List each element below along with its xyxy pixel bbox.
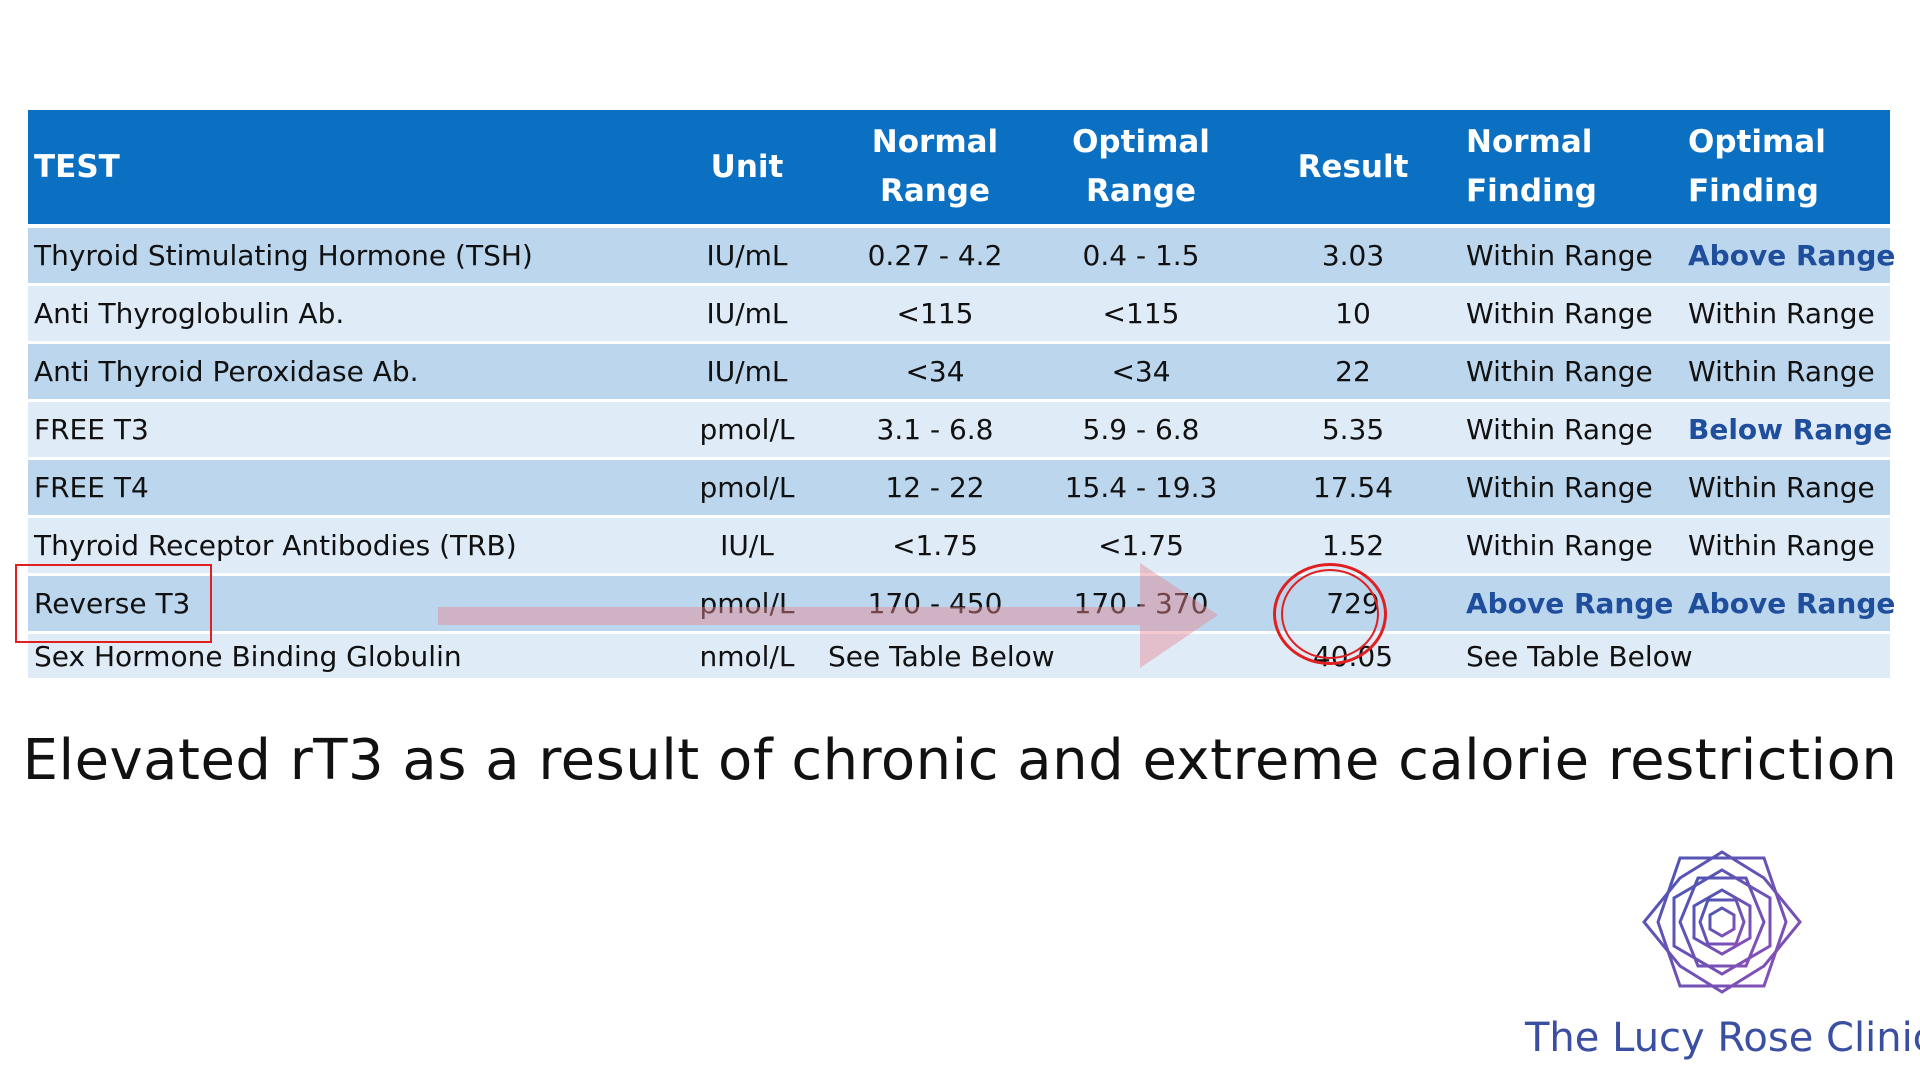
cell-normal-finding: Within Range: [1466, 284, 1688, 344]
cell-unit: nmol/L: [666, 632, 828, 678]
cell-result: 17.54: [1240, 458, 1466, 518]
cell-optimal-finding: Within Range: [1688, 284, 1890, 344]
cell-normal-finding: Within Range: [1466, 458, 1688, 518]
table-row-reverse-t3: Reverse T3 pmol/L 170 - 450 170 - 370 72…: [28, 574, 1895, 634]
cell-optimal-finding: [1688, 632, 1890, 678]
cell-optimal-range: <1.75: [1042, 516, 1240, 576]
cell-optimal-finding: Within Range: [1688, 458, 1890, 518]
cell-test: Anti Thyroglobulin Ab.: [28, 284, 666, 344]
cell-optimal-finding: Within Range: [1688, 342, 1890, 402]
cell-normal-range: 12 - 22: [828, 458, 1042, 518]
header-result: Result: [1240, 110, 1466, 228]
cell-normal-finding: Within Range: [1466, 226, 1688, 286]
cell-unit: IU/mL: [666, 226, 828, 286]
cell-normal-range: See Table Below: [828, 632, 1055, 678]
cell-test: Reverse T3: [28, 574, 666, 634]
table-row: Sex Hormone Binding Globulin nmol/L See …: [28, 632, 1890, 678]
cell-optimal-range: <34: [1042, 342, 1240, 402]
table-row: Anti Thyroglobulin Ab. IU/mL <115 <115 1…: [28, 284, 1890, 344]
right-arrow-icon: [438, 563, 1218, 668]
cell-unit: IU/mL: [666, 284, 828, 344]
geometric-rose-logo-icon: [1642, 850, 1802, 994]
cell-unit: pmol/L: [666, 400, 828, 460]
cell-normal-range: 3.1 - 6.8: [828, 400, 1042, 460]
cell-test: Thyroid Stimulating Hormone (TSH): [28, 226, 666, 286]
cell-normal-range: <1.75: [828, 516, 1042, 576]
header-normal-range: Normal Range: [828, 110, 1042, 228]
table-header: TEST Unit Normal Range Optimal Range Resul…: [28, 110, 1890, 228]
slide-caption: Elevated rT3 as a result of chronic and …: [22, 728, 1898, 793]
table-row: Anti Thyroid Peroxidase Ab. IU/mL <34 <3…: [28, 342, 1890, 402]
cell-unit: IU/L: [666, 516, 828, 576]
header-optimal-finding: Optimal Finding: [1688, 110, 1890, 228]
cell-unit: pmol/L: [666, 458, 828, 518]
cell-normal-finding: Within Range: [1466, 400, 1688, 460]
cell-normal-finding: Within Range: [1466, 516, 1688, 576]
header-unit: Unit: [666, 110, 828, 228]
result-circle-highlight-inner: [1281, 569, 1379, 659]
cell-test: Sex Hormone Binding Globulin: [28, 632, 666, 678]
cell-optimal-finding: Above Range: [1688, 226, 1895, 286]
cell-optimal-range: 15.4 - 19.3: [1042, 458, 1240, 518]
cell-result: 3.03: [1240, 226, 1466, 286]
cell-normal-finding: Within Range: [1466, 342, 1688, 402]
cell-test: FREE T4: [28, 458, 666, 518]
cell-normal-range: <115: [828, 284, 1042, 344]
cell-result: 10: [1240, 284, 1466, 344]
cell-optimal-finding: Above Range: [1688, 574, 1895, 634]
cell-unit: IU/mL: [666, 342, 828, 402]
cell-optimal-range: 0.4 - 1.5: [1042, 226, 1240, 286]
cell-normal-range: 170 - 450: [828, 574, 1042, 634]
table-row: FREE T3 pmol/L 3.1 - 6.8 5.9 - 6.8 5.35 …: [28, 400, 1892, 460]
cell-optimal-range: [1042, 632, 1240, 678]
cell-optimal-range: 170 - 370: [1042, 574, 1240, 634]
cell-normal-finding: Above Range: [1466, 574, 1688, 634]
cell-result: 5.35: [1240, 400, 1466, 460]
cell-optimal-finding: Below Range: [1688, 400, 1892, 460]
cell-optimal-range: 5.9 - 6.8: [1042, 400, 1240, 460]
clinic-name: The Lucy Rose Clinic: [1525, 1015, 1920, 1061]
table-row: Thyroid Stimulating Hormone (TSH) IU/mL …: [28, 226, 1895, 286]
header-optimal-range: Optimal Range: [1042, 110, 1240, 228]
cell-optimal-finding: Within Range: [1688, 516, 1890, 576]
result-circle-highlight: [1273, 563, 1387, 665]
cell-normal-range: <34: [828, 342, 1042, 402]
table-row: FREE T4 pmol/L 12 - 22 15.4 - 19.3 17.54…: [28, 458, 1890, 518]
cell-unit: pmol/L: [666, 574, 828, 634]
reverse-t3-highlight-box: [15, 564, 212, 643]
thyroid-results-table: TEST Unit Normal Range Optimal Range Resul…: [28, 110, 1895, 678]
cell-result: 1.52: [1240, 516, 1466, 576]
cell-test: Anti Thyroid Peroxidase Ab.: [28, 342, 666, 402]
header-normal-finding: Normal Finding: [1466, 110, 1688, 228]
header-test: TEST: [28, 110, 666, 228]
cell-optimal-range: <115: [1042, 284, 1240, 344]
cell-normal-range: 0.27 - 4.2: [828, 226, 1042, 286]
cell-result: 22: [1240, 342, 1466, 402]
cell-normal-finding: See Table Below: [1466, 632, 1693, 678]
cell-test: FREE T3: [28, 400, 666, 460]
